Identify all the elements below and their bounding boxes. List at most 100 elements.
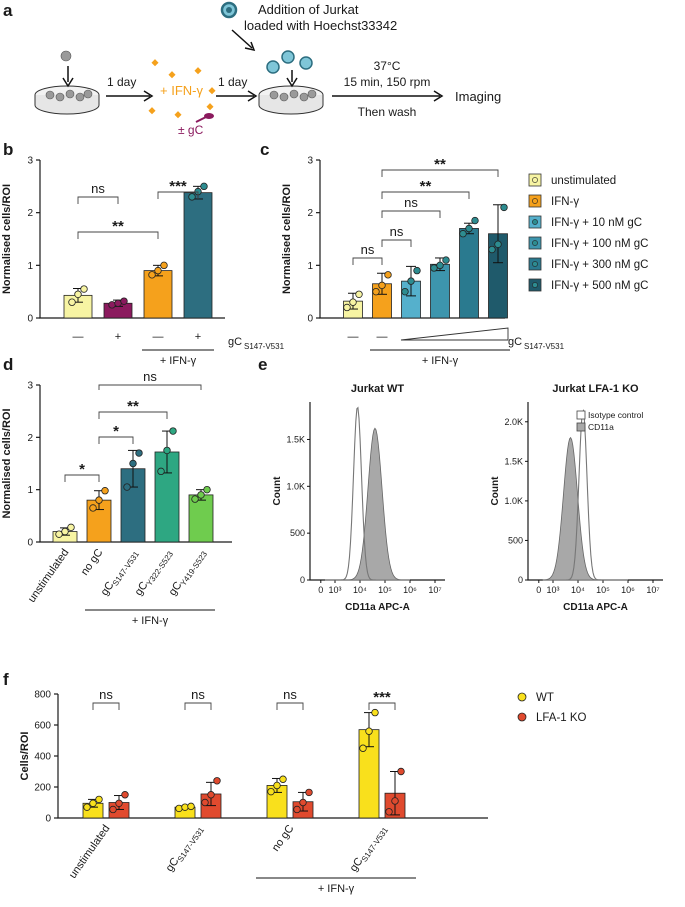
b-data-point — [108, 301, 116, 309]
chart-f-legend: WT LFA-1 KO — [517, 692, 587, 724]
e2-xtick-label: 10³ — [546, 585, 559, 595]
d-sig-label: ns — [143, 369, 157, 384]
c-bar — [430, 263, 450, 319]
f-data-point — [365, 727, 373, 735]
d-ytick-label: 1 — [27, 485, 33, 496]
c-data-point — [355, 290, 363, 298]
b-data-point — [160, 261, 168, 270]
f-sig-label: ns — [99, 687, 113, 702]
jurkat-cell-icon — [220, 1, 256, 52]
panel-e: e Jurkat WT 0 500 1.0K 1.5K 0 10³ 10⁴ 10⁵ 10⁶ 10⁷ C… — [258, 355, 663, 613]
imaging-label: Imaging — [455, 89, 501, 104]
f-data-point — [89, 799, 97, 807]
b-data-point — [68, 298, 76, 306]
legend-c-label: IFN-γ + 300 nM gC — [551, 259, 648, 271]
c-x-category: — — [348, 331, 359, 343]
temp-label: 37°C — [374, 59, 401, 73]
e1-ytick-label: 1.0K — [286, 481, 305, 491]
legend-c-label: IFN-γ — [551, 196, 579, 208]
f-x-category: no gC — [270, 823, 297, 854]
b-data-point — [148, 271, 156, 279]
c-ytick-label: 0 — [307, 314, 313, 325]
e1-isotype-histogram — [325, 406, 410, 581]
c-data-point — [401, 287, 409, 296]
b-sig-label: ** — [112, 218, 124, 235]
b-sig-label: ns — [91, 181, 105, 196]
legend-c-dot — [532, 240, 538, 246]
f-data-point — [95, 795, 103, 804]
panel-label-e: e — [258, 355, 267, 374]
legend-f-label: WT — [536, 692, 554, 704]
panel-f: f 0 200 400 600 800 Cells/ROI ns unstimulated ns… — [3, 670, 587, 895]
f-data-point — [201, 798, 209, 807]
legend-f-dot — [517, 692, 527, 702]
f-data-point — [83, 803, 91, 811]
f-data-point — [391, 797, 399, 805]
c-sig-label: ns — [404, 195, 418, 210]
d-data-point — [163, 446, 171, 455]
legend-c-label: unstimulated — [551, 175, 616, 187]
e1-xtick-label: 10⁶ — [403, 585, 417, 595]
ifn-gamma-icon — [148, 59, 216, 119]
d-data-point — [157, 467, 165, 476]
d-x-category: no gC — [79, 547, 106, 578]
addition-line2: loaded with Hoechst33342 — [244, 18, 397, 33]
panel-d: d 0 1 2 3 Normalised cells/ROI unstimulated no… — [1, 355, 232, 627]
f-data-point — [115, 799, 123, 807]
f-data-point — [385, 808, 393, 816]
e2-xlabel: CD11a APC-A — [563, 602, 628, 613]
legend-c-dot — [532, 198, 538, 204]
d-ytick-label: 3 — [27, 381, 33, 392]
c-bar — [459, 228, 479, 319]
f-sig-label: *** — [373, 689, 391, 706]
c-sig-label: ** — [420, 178, 432, 195]
c-data-point — [500, 203, 508, 212]
b-group-label: + IFN-γ — [160, 355, 197, 367]
e1-xtick-label: 0 — [318, 585, 323, 595]
f-data-point — [371, 708, 379, 717]
f-x-category: gCS147-V531 — [164, 822, 207, 875]
b-x-category: + — [115, 331, 121, 343]
b-ytick-label: 3 — [27, 156, 33, 167]
chart-d: 0 1 2 3 Normalised cells/ROI unstimulated no g… — [1, 369, 232, 627]
c-ytick-label: 3 — [307, 156, 313, 167]
c-sig-label: ns — [361, 242, 375, 257]
d-sig-bracket — [98, 436, 134, 444]
f-data-point — [299, 798, 307, 807]
c-sig-bracket — [381, 210, 441, 218]
c-ylabel: Normalised cells/ROI — [281, 184, 293, 294]
legend-c-dot — [532, 177, 538, 183]
b-sig-bracket — [157, 191, 199, 199]
chart-c-legend: unstimulated IFN-γ IFN-γ + 10 nM gC IFN-γ +… — [528, 173, 648, 292]
e1-xtick-label: 10⁷ — [428, 585, 441, 595]
d-data-point — [95, 496, 103, 504]
c-x-category: — — [377, 331, 388, 343]
f-sig-label: ns — [191, 687, 205, 702]
wash-label: Then wash — [358, 105, 417, 119]
d-data-point — [61, 527, 69, 536]
d-bar — [188, 494, 214, 543]
legend-c-label: IFN-γ + 100 nM gC — [551, 238, 648, 250]
e1-ytick-label: 1.5K — [286, 434, 305, 444]
e1-xtick-label: 10⁴ — [353, 585, 367, 595]
legend-c-label: IFN-γ + 10 nM gC — [551, 217, 642, 229]
f-sig-bracket — [276, 702, 304, 710]
b-ytick-label: 2 — [27, 208, 33, 219]
d-data-point — [203, 485, 211, 494]
e2-isotype-histogram — [543, 408, 628, 581]
f-data-point — [121, 791, 129, 799]
f-sig-bracket — [368, 702, 396, 710]
d-data-point — [191, 495, 199, 503]
c-data-point — [378, 281, 386, 290]
dish-1-icon — [34, 50, 100, 115]
b-data-point — [154, 266, 162, 275]
c-sig-bracket — [381, 169, 499, 177]
panel-label-c: c — [260, 140, 269, 159]
f-data-point — [359, 744, 367, 752]
ifn-label: + IFN-γ — [160, 83, 203, 98]
b-ytick-label: 1 — [27, 261, 33, 272]
c-data-point — [413, 266, 421, 275]
f-x-category: unstimulated — [67, 823, 113, 881]
e1-ytick-label: 500 — [290, 528, 305, 538]
